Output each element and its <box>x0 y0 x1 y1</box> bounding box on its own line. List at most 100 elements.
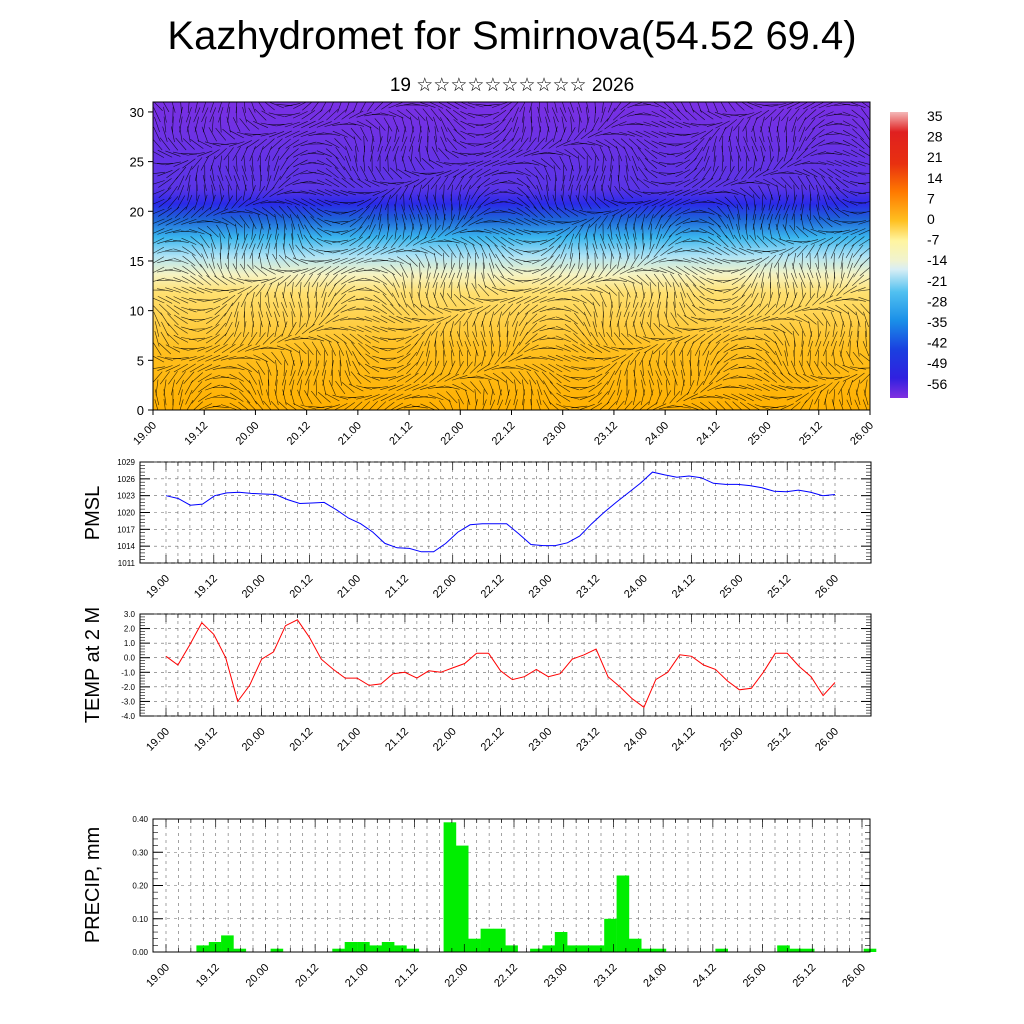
y-tick-label: 1017 <box>117 525 135 534</box>
wind-barb <box>229 382 244 393</box>
x-tick-label: 19.12 <box>192 573 220 601</box>
wind-barb <box>792 126 796 143</box>
wind-barb <box>456 340 463 357</box>
wind-barb <box>153 180 165 185</box>
wind-barb <box>293 111 308 119</box>
wind-barb <box>704 360 710 376</box>
wind-barb <box>556 373 571 383</box>
wind-barb <box>594 252 596 269</box>
wind-barb <box>805 175 815 190</box>
wind-barb <box>859 266 870 276</box>
wind-barb <box>301 120 316 129</box>
temp-series-line <box>165 619 836 709</box>
wind-barb <box>396 316 412 323</box>
wind-barb <box>484 285 499 295</box>
wind-barb <box>247 264 259 277</box>
wind-barb <box>348 122 365 127</box>
wind-barb <box>436 315 452 324</box>
wind-barb <box>157 355 173 361</box>
wind-barb <box>819 382 833 393</box>
wind-barb <box>599 146 607 162</box>
wind-barb <box>471 195 481 210</box>
wind-barb <box>239 118 250 131</box>
wind-barb <box>425 340 430 357</box>
wind-barb <box>685 274 697 287</box>
wind-barb <box>499 297 516 303</box>
wind-barb <box>825 321 828 338</box>
wind-barb <box>274 214 279 230</box>
wind-barb <box>325 393 340 402</box>
wind-barb <box>442 252 445 269</box>
wind-barb <box>163 399 166 410</box>
wind-barb <box>699 295 714 304</box>
wind-barb <box>364 190 380 195</box>
wind-barb <box>311 102 320 112</box>
wind-barb <box>531 218 547 226</box>
wind-barb <box>836 284 848 297</box>
wind-barb <box>706 318 723 321</box>
wind-barb <box>708 216 721 228</box>
wind-barb <box>796 226 809 238</box>
wind-barb <box>551 107 559 123</box>
wind-barb <box>153 102 163 111</box>
wind-barb <box>760 116 765 133</box>
wind-barb <box>191 390 203 404</box>
wind-barb <box>674 249 691 253</box>
wind-barb <box>297 389 304 405</box>
wind-barb <box>714 269 731 272</box>
wind-barb <box>328 102 334 113</box>
wind-barb <box>282 214 287 230</box>
wind-barb <box>564 314 578 325</box>
wind-barb <box>245 345 261 352</box>
colorbar-label: -56 <box>927 376 947 392</box>
y-tick-label: 1023 <box>117 492 135 501</box>
wind-barb <box>796 108 808 121</box>
wind-barb <box>241 165 248 181</box>
wind-barb <box>332 248 349 254</box>
wind-barb <box>245 198 260 207</box>
y-tick-label: 0.0 <box>124 654 136 663</box>
wind-barb <box>744 223 749 240</box>
wind-barb <box>340 237 356 245</box>
wind-barb <box>164 260 181 262</box>
wind-barb <box>173 267 189 274</box>
wind-barb <box>325 148 339 159</box>
wind-barb <box>630 176 640 190</box>
wind-barb <box>538 102 540 114</box>
wind-barb <box>651 198 667 207</box>
wind-barb <box>555 403 571 410</box>
wind-barb <box>619 277 635 284</box>
wind-barb <box>547 328 564 330</box>
wind-barb <box>157 218 173 226</box>
wind-barb <box>499 182 516 184</box>
wind-barb <box>324 250 341 252</box>
wind-barb <box>267 369 270 386</box>
wind-barb <box>303 273 314 288</box>
wind-barb <box>806 214 814 230</box>
wind-barb <box>748 303 761 316</box>
wind-barb <box>276 190 293 196</box>
wind-barb <box>637 254 649 267</box>
wind-barb <box>181 276 196 285</box>
wind-barb <box>321 282 328 298</box>
wind-barb <box>267 291 270 308</box>
wind-barb <box>245 139 260 149</box>
wind-barb <box>784 340 789 357</box>
wind-barb <box>394 213 398 230</box>
wind-barb <box>239 381 251 394</box>
wind-barb <box>467 122 484 127</box>
wind-barb <box>373 305 388 315</box>
wind-barb <box>348 287 364 293</box>
wind-barb <box>426 282 430 299</box>
wind-barb <box>490 340 493 357</box>
wind-barb <box>682 220 699 224</box>
wind-barb <box>153 341 162 356</box>
wind-barb <box>840 321 844 337</box>
wind-barb <box>216 263 225 278</box>
wind-barb <box>363 155 366 172</box>
wind-barb <box>798 136 807 152</box>
wind-barb <box>188 297 205 302</box>
wind-barb <box>315 291 317 308</box>
wind-barb <box>268 267 285 274</box>
wind-barb <box>332 239 349 243</box>
